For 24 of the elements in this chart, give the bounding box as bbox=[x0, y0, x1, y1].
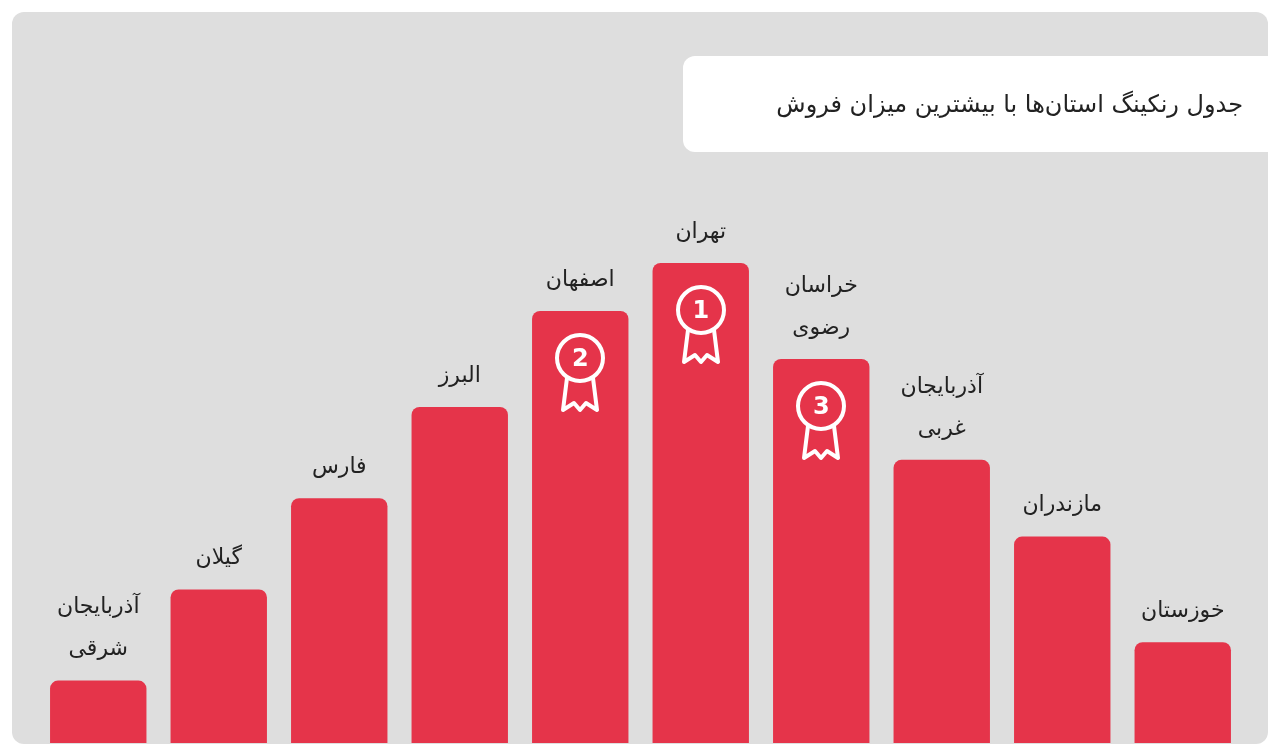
bar bbox=[170, 589, 267, 743]
x-tick-label: گیلان bbox=[195, 544, 243, 570]
x-tick-label: البرز bbox=[437, 361, 481, 387]
bar bbox=[1014, 536, 1111, 743]
annotation: 3 bbox=[811, 391, 831, 422]
x-tick-label: فارس bbox=[311, 452, 367, 479]
x-tick-label: تهران bbox=[675, 217, 727, 243]
bar bbox=[50, 680, 147, 743]
bar bbox=[532, 311, 629, 743]
bar bbox=[291, 498, 388, 743]
x-tick-label: مازندران bbox=[1022, 491, 1103, 517]
annotation: 2 bbox=[570, 343, 590, 374]
x-tick-label: اصفهان bbox=[545, 265, 615, 291]
x-tick-label: آذربایجان غربی bbox=[900, 371, 984, 440]
bar bbox=[411, 407, 508, 743]
bar bbox=[773, 359, 870, 743]
x-tick-label: آذربایجان شرقی bbox=[56, 592, 141, 661]
bar bbox=[652, 263, 749, 743]
x-tick-label: خوزستان bbox=[1140, 596, 1225, 622]
bar bbox=[893, 459, 990, 743]
x-tick-label: خراسان رضوی bbox=[784, 271, 858, 339]
bar bbox=[1134, 642, 1231, 743]
annotation: 1 bbox=[691, 295, 711, 326]
chart-title: جدول رنکینگ استان‌ها با بیشترین میزان فروش bbox=[683, 56, 1268, 152]
